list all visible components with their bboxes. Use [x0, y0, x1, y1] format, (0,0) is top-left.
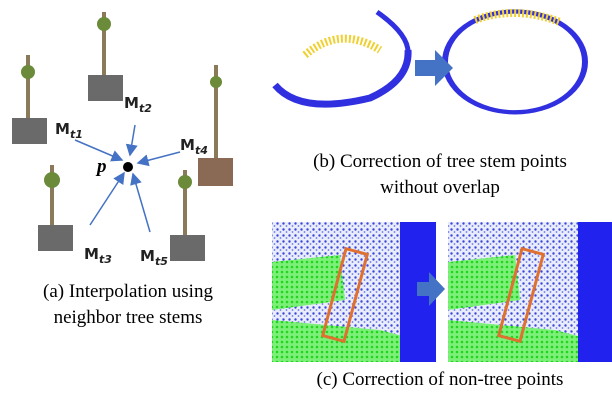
label-base: M — [55, 120, 70, 138]
point — [123, 162, 133, 172]
stem-label: Mt5 — [140, 247, 168, 268]
label-base: M — [84, 245, 99, 263]
label-base: M — [124, 94, 139, 112]
point-label: p — [95, 156, 107, 177]
stem-label: Mt3 — [84, 245, 112, 266]
stem-label: Mt2 — [124, 94, 152, 115]
figure: p Mt1Mt2Mt3Mt4Mt5 (a) Interpolation usin… — [0, 0, 612, 394]
label-base: M — [180, 136, 195, 154]
caption-a: neighbor tree stems — [54, 307, 203, 328]
arrows — [75, 125, 180, 232]
point-cloud-before — [272, 222, 436, 362]
label-base: M — [140, 247, 155, 265]
tree-images — [12, 12, 233, 261]
caption-a: (a) Interpolation using — [43, 281, 213, 302]
label-sub: t4 — [195, 144, 208, 157]
label-sub: t1 — [70, 128, 83, 141]
caption-b: (b) Correction of tree stem points — [313, 151, 567, 172]
stem-label: Mt1 — [55, 120, 83, 141]
point-cloud-after — [448, 222, 612, 362]
caption-b: without overlap — [380, 177, 500, 198]
caption-c: (c) Correction of non-tree points — [317, 369, 564, 390]
label-sub: t2 — [139, 102, 152, 115]
label-sub: t5 — [155, 255, 168, 268]
stem-label: Mt4 — [180, 136, 208, 157]
label-sub: t3 — [99, 253, 112, 266]
